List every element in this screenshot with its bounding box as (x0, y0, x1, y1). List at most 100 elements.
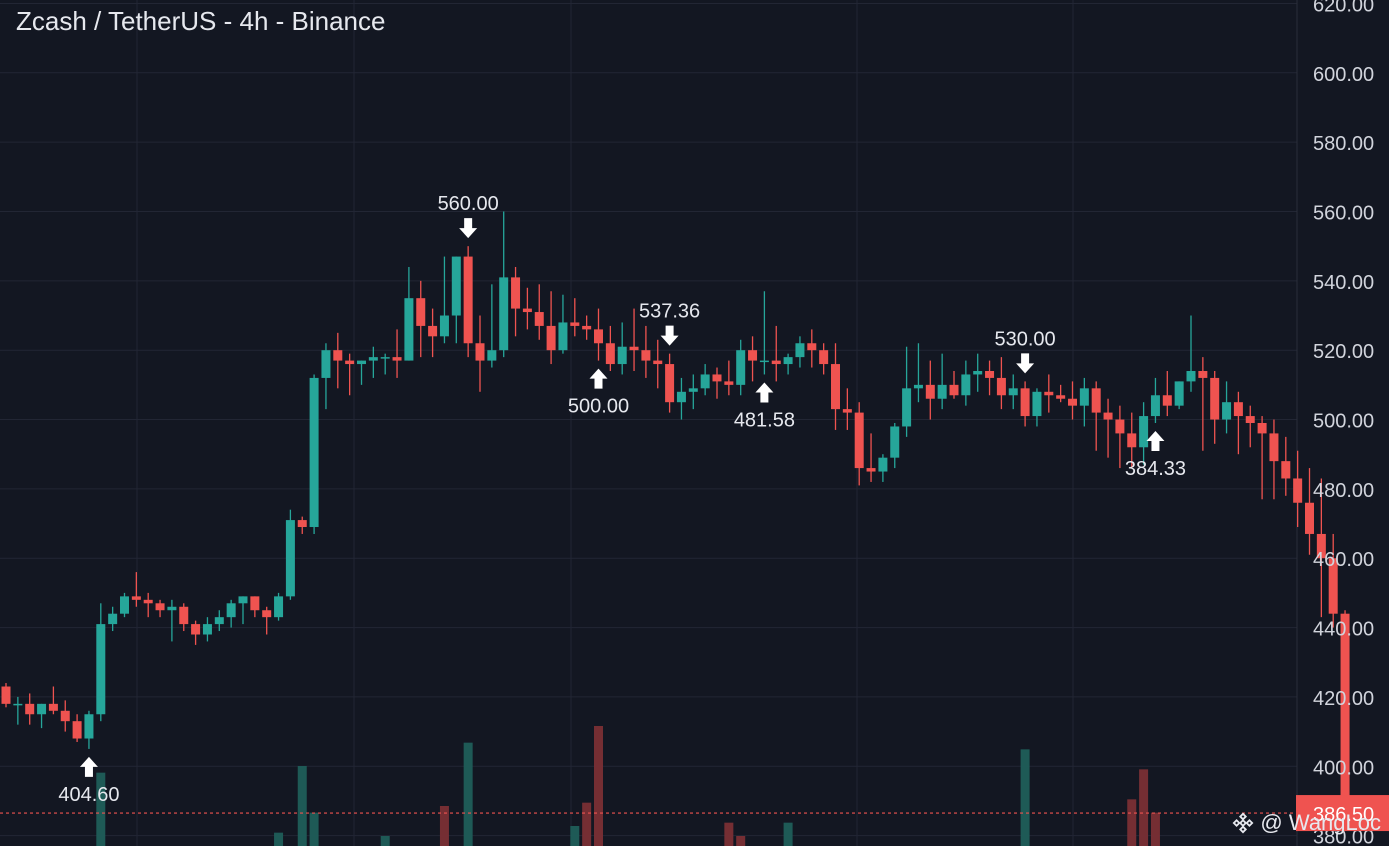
candle-body (202, 624, 212, 635)
candle-body (653, 360, 663, 365)
volume-bar (1127, 799, 1137, 846)
volume-bar (274, 832, 284, 846)
volume-bar (736, 836, 746, 846)
candle-body (1328, 558, 1338, 614)
candle-body (60, 710, 70, 722)
candle-body (143, 599, 153, 604)
candle-body (1115, 419, 1125, 434)
candle-body (712, 374, 722, 382)
volume-bar (1020, 749, 1030, 846)
annotation-label: 530.00 (995, 328, 1056, 350)
candle-body (748, 350, 758, 361)
candle-body (985, 370, 995, 378)
y-tick-label: 440.00 (1313, 619, 1374, 641)
candle-body (179, 606, 189, 625)
volume-bar (463, 742, 473, 846)
candle-body (913, 384, 923, 389)
candle-body (973, 370, 983, 375)
candle-body (72, 721, 82, 739)
candle-body (380, 357, 390, 359)
candle-body (191, 624, 201, 635)
candle-body (1233, 402, 1243, 417)
candle-body (534, 312, 544, 326)
candle-body (226, 603, 236, 618)
candle-body (570, 322, 580, 326)
candle-body (676, 391, 686, 403)
candle-body (831, 364, 840, 410)
candle-body (463, 256, 473, 344)
volume-bar (96, 772, 106, 846)
volume-bar (724, 822, 734, 846)
candle-body (641, 350, 651, 361)
volume-bar (297, 766, 307, 846)
candle-body (1079, 388, 1089, 406)
candle-body (688, 388, 698, 392)
candle-body (416, 298, 426, 326)
y-tick-label: 380.00 (1313, 827, 1374, 846)
annotation-label: 384.33 (1125, 458, 1186, 480)
y-tick-label: 500.00 (1313, 411, 1374, 433)
candle-body (1068, 398, 1077, 406)
candle-body (1056, 395, 1066, 399)
candle-body (1305, 502, 1314, 534)
candle-body (1150, 395, 1160, 417)
volume-bar (582, 802, 592, 846)
volume-bar (380, 836, 390, 846)
candle-body (949, 384, 959, 396)
volume-bar (570, 826, 580, 846)
y-tick-label: 620.00 (1313, 0, 1374, 16)
candle-body (487, 350, 497, 361)
y-tick-label: 600.00 (1313, 64, 1374, 86)
annotation-label: 537.36 (639, 301, 700, 323)
candle-body (546, 325, 556, 351)
candle-body (771, 360, 781, 365)
candle-body (961, 374, 971, 396)
arrow-up-icon (755, 382, 774, 403)
candle-body (605, 343, 615, 365)
candle-body (392, 357, 402, 361)
candle-body (1245, 416, 1255, 423)
candle-body (285, 520, 295, 597)
chart-title: Zcash / TetherUS - 4h - Binance (16, 6, 386, 36)
candle-body (345, 360, 355, 365)
candle-body (451, 256, 461, 316)
arrow-down-icon (1016, 353, 1035, 374)
candle-body (1257, 423, 1267, 434)
watermark-text: @ WangLoc (1260, 810, 1381, 835)
candle-body (854, 412, 864, 469)
candle-body (48, 703, 58, 711)
candle-body (1103, 412, 1113, 420)
y-tick-label: 580.00 (1313, 133, 1374, 155)
y-tick-label: 540.00 (1313, 272, 1374, 294)
candle-body (1020, 388, 1030, 417)
candle-body (499, 277, 509, 351)
candle-body (1269, 433, 1279, 462)
candle-body (819, 350, 829, 365)
annotation-label: 481.58 (734, 409, 795, 431)
candle-body (1044, 391, 1054, 396)
candle-body (890, 426, 900, 458)
candle-body (13, 703, 23, 706)
candle-body (617, 346, 627, 365)
candle-body (1293, 478, 1303, 503)
candle-body (214, 617, 224, 625)
candle-body (1340, 613, 1350, 815)
y-tick-label: 420.00 (1313, 688, 1374, 710)
candle-body (1281, 461, 1291, 479)
y-tick-label: 520.00 (1313, 341, 1374, 363)
candle-body (428, 325, 438, 337)
volume-bar (783, 822, 793, 846)
candle-body (1032, 391, 1042, 417)
y-tick-label: 480.00 (1313, 480, 1374, 502)
candle-body (250, 596, 260, 611)
candle-body (404, 298, 414, 361)
candle-body (25, 703, 35, 715)
candle-body (629, 346, 639, 351)
candle-body (274, 596, 284, 618)
candle-body (96, 624, 106, 715)
candle-body (1198, 370, 1208, 378)
binance-logo-icon (1232, 812, 1254, 834)
candle-body (795, 343, 805, 358)
